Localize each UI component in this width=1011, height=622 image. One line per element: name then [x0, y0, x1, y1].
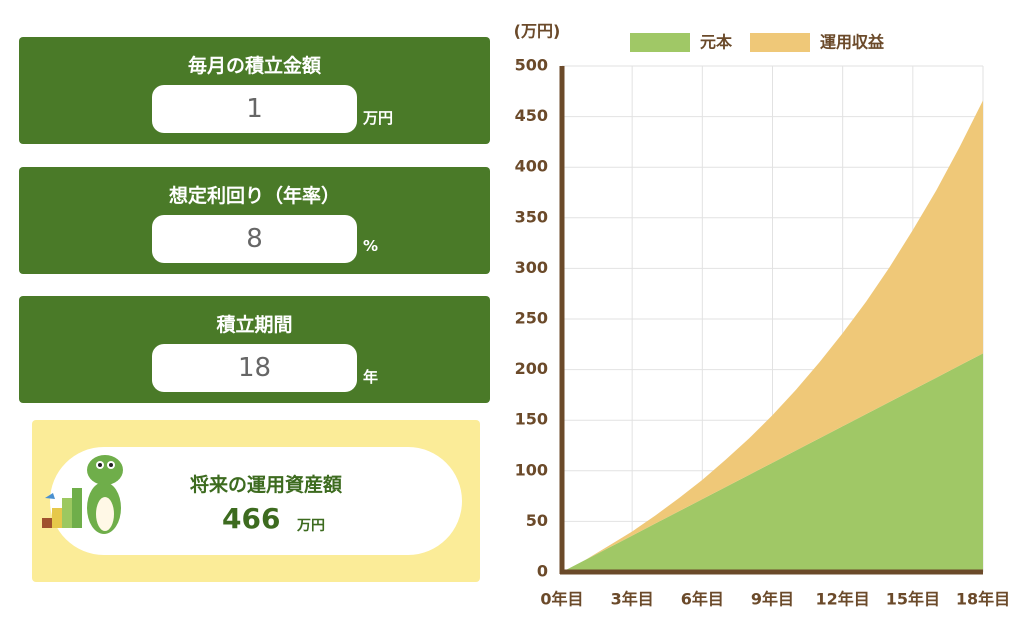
y-tick-label: 350 — [515, 207, 548, 226]
field-label: 想定利回り（年率） — [168, 185, 340, 207]
mascot — [42, 455, 123, 534]
field-unit: 年 — [363, 368, 379, 386]
field-input[interactable]: 1 — [152, 85, 357, 133]
legend-swatch — [750, 33, 810, 52]
x-tick-label: 6年目 — [681, 590, 724, 609]
legend-label: 元本 — [700, 33, 733, 52]
x-tick-label: 3年目 — [611, 590, 654, 609]
y-tick-label: 200 — [515, 359, 548, 378]
y-tick-label: 0 — [537, 562, 548, 581]
result-unit: 万円 — [297, 518, 325, 534]
result-value: 466 — [222, 502, 281, 535]
field-label: 積立期間 — [216, 314, 293, 336]
legend-label: 運用収益 — [820, 33, 885, 52]
y-tick-label: 250 — [515, 309, 548, 328]
y-tick-label: 150 — [515, 410, 548, 429]
field-panel: 積立期間 18 年 — [19, 296, 490, 403]
y-tick-label: 50 — [526, 511, 548, 530]
field-unit: 万円 — [363, 109, 394, 127]
field-unit: % — [363, 237, 379, 255]
field-panel: 毎月の積立金額 1 万円 — [19, 37, 490, 144]
y-tick-label: 400 — [515, 157, 548, 176]
x-tick-label: 0年目 — [540, 590, 583, 609]
result-label: 将来の運用資産額 — [190, 474, 343, 496]
result-panel: 将来の運用資産額 466 万円 — [32, 420, 480, 582]
x-tick-label: 12年目 — [816, 590, 870, 609]
y-tick-label: 450 — [515, 106, 548, 125]
field-panel: 想定利回り（年率） 8 % — [19, 167, 490, 274]
field-input[interactable]: 8 — [152, 215, 357, 263]
y-tick-label: 100 — [515, 460, 548, 479]
x-tick-label: 15年目 — [886, 590, 940, 609]
field-input[interactable]: 18 — [152, 344, 357, 392]
field-label: 毎月の積立金額 — [187, 55, 321, 77]
chart: (万円) 0 50 100 150 200 250 300 350 400 450 500 0年目 3年… — [514, 22, 1010, 609]
legend-swatch — [630, 33, 690, 52]
area — [562, 100, 983, 573]
y-tick-label: 500 — [515, 56, 548, 75]
y-unit-label: (万円) — [514, 22, 561, 41]
x-tick-label: 18年目 — [956, 590, 1010, 609]
x-tick-label: 9年目 — [751, 590, 794, 609]
y-tick-label: 300 — [515, 258, 548, 277]
